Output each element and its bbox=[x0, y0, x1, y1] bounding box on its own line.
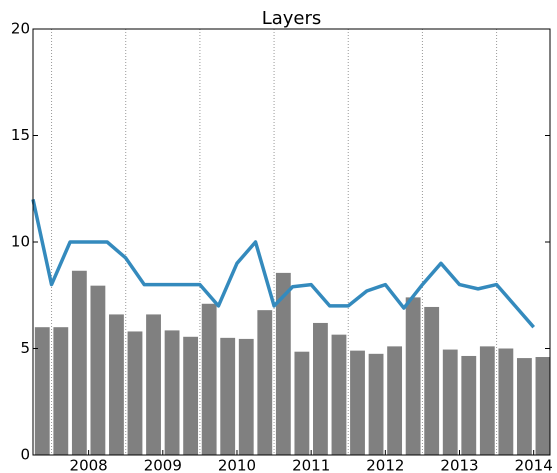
x-tick-label: 2008 bbox=[70, 457, 108, 473]
chart-title: Layers bbox=[262, 8, 322, 29]
bar bbox=[164, 330, 180, 455]
bar bbox=[331, 334, 347, 455]
y-tick-label: 5 bbox=[20, 339, 30, 357]
bar bbox=[53, 327, 69, 455]
x-tick-label: 2014 bbox=[515, 457, 553, 473]
bar bbox=[405, 297, 421, 455]
bar bbox=[275, 272, 291, 455]
bar bbox=[368, 353, 384, 455]
bar bbox=[146, 314, 161, 455]
y-tick-label: 10 bbox=[11, 233, 30, 251]
x-tick-label: 2011 bbox=[292, 457, 330, 473]
bar bbox=[34, 327, 50, 455]
bar bbox=[516, 358, 532, 455]
bar bbox=[424, 306, 440, 455]
y-tick-label: 0 bbox=[20, 446, 30, 464]
bar bbox=[461, 355, 477, 455]
bar bbox=[257, 310, 273, 455]
y-tick-label: 20 bbox=[11, 20, 30, 38]
bar bbox=[220, 337, 236, 455]
bar bbox=[183, 336, 199, 455]
bar bbox=[479, 346, 495, 455]
bar bbox=[71, 270, 87, 455]
bar bbox=[535, 357, 551, 455]
bar bbox=[350, 350, 365, 455]
bar bbox=[498, 348, 514, 455]
bar bbox=[238, 338, 254, 455]
bar bbox=[442, 349, 458, 455]
bar bbox=[90, 285, 106, 455]
bar bbox=[201, 303, 217, 455]
x-tick-label: 2013 bbox=[440, 457, 478, 473]
bar bbox=[109, 314, 124, 455]
x-tick-label: 2010 bbox=[218, 457, 256, 473]
x-tick-label: 2009 bbox=[144, 457, 182, 473]
bar bbox=[127, 331, 143, 455]
bar bbox=[294, 351, 310, 455]
line bbox=[31, 199, 536, 329]
bar bbox=[313, 322, 328, 455]
bar bbox=[387, 346, 403, 455]
y-tick-label: 15 bbox=[11, 126, 30, 144]
x-tick-label: 2012 bbox=[366, 457, 404, 473]
